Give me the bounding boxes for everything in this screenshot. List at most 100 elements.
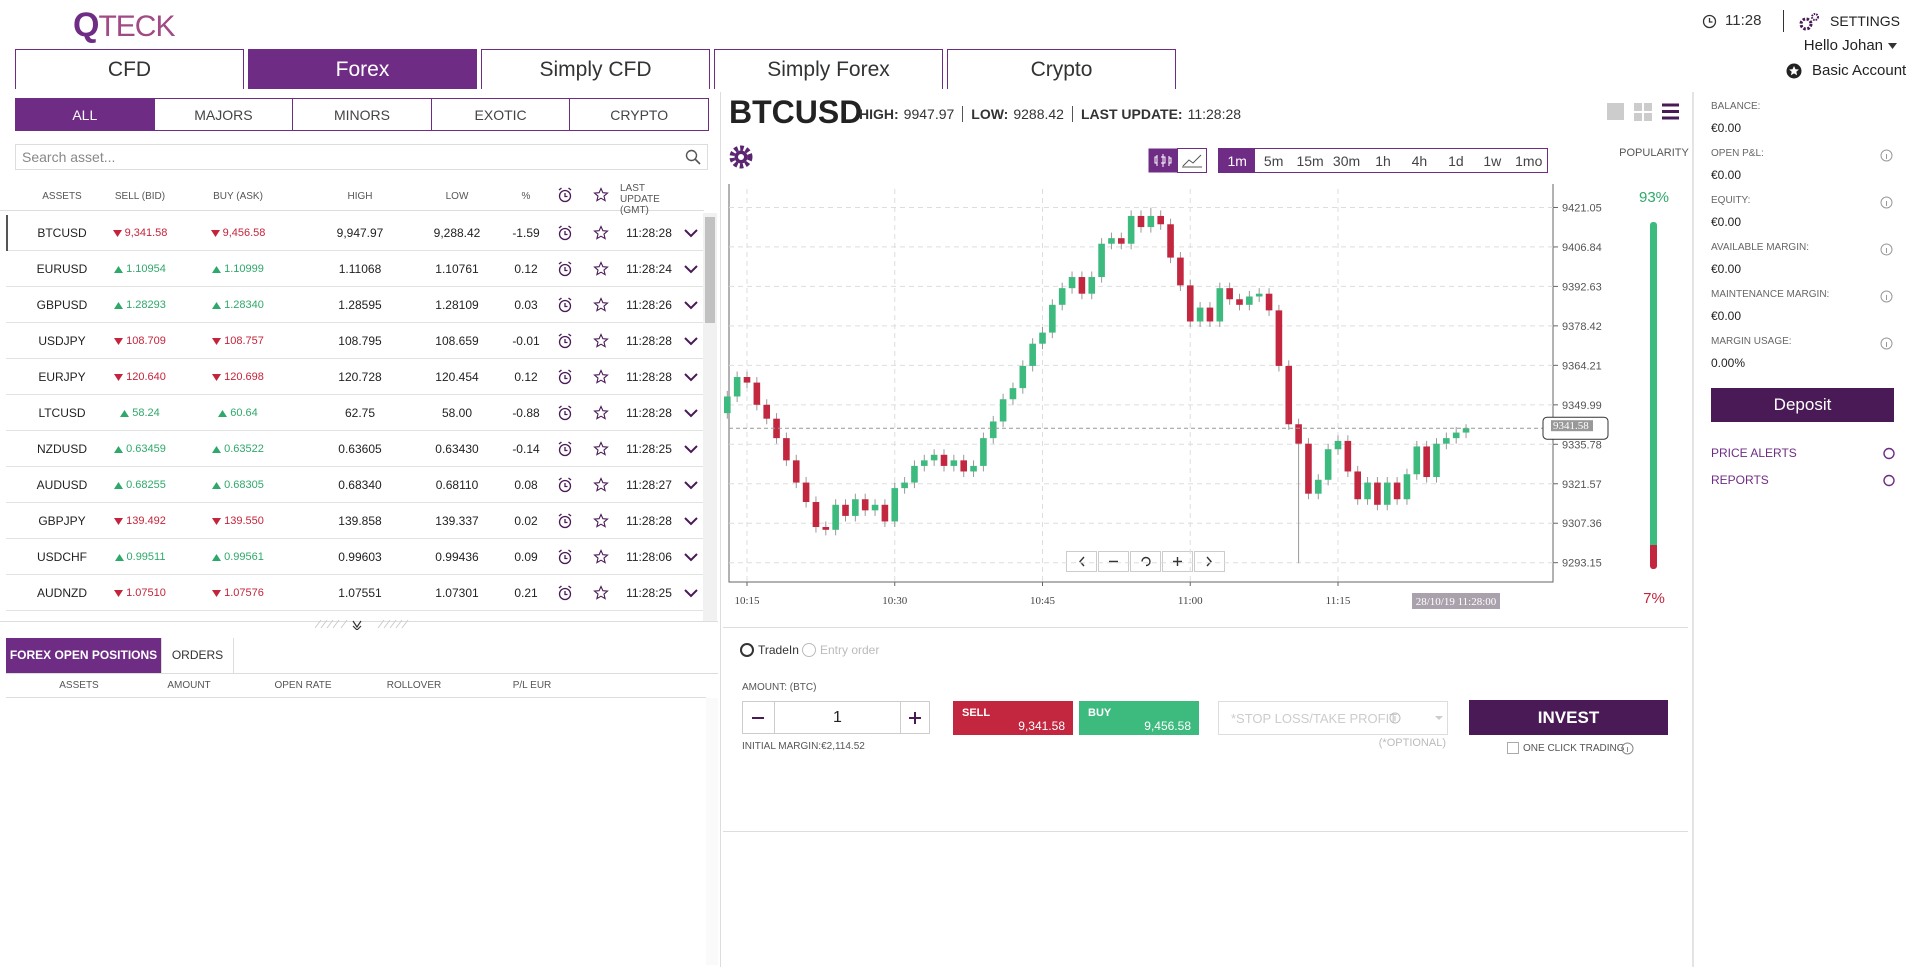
- sell-price[interactable]: 9,341.58: [1018, 719, 1065, 733]
- alarm-icon[interactable]: [557, 405, 573, 421]
- search-icon[interactable]: [685, 149, 701, 165]
- link-icon[interactable]: [1882, 446, 1896, 460]
- asset-name[interactable]: LTCUSD: [38, 406, 86, 420]
- info-icon[interactable]: [1880, 290, 1893, 303]
- positions-scrollbar[interactable]: [706, 698, 718, 965]
- info-icon[interactable]: [1880, 196, 1893, 209]
- alarm-icon[interactable]: [557, 477, 573, 493]
- star-icon[interactable]: [593, 225, 609, 241]
- increment-button[interactable]: [908, 711, 922, 725]
- asset-name[interactable]: EURUSD: [36, 262, 88, 276]
- asset-name[interactable]: AUDNZD: [37, 586, 87, 600]
- search-placeholder[interactable]: Search asset...: [22, 149, 116, 165]
- alarm-icon[interactable]: [557, 549, 573, 565]
- positions-tab[interactable]: ORDERS: [162, 638, 234, 673]
- buy-label[interactable]: BUY: [1088, 707, 1112, 719]
- filter-tab[interactable]: MINORS: [292, 98, 432, 131]
- asset-name[interactable]: GBPJPY: [38, 514, 86, 528]
- star-icon[interactable]: [593, 187, 609, 203]
- asset-name[interactable]: USDCHF: [37, 550, 87, 564]
- chart-type-toggle[interactable]: [1148, 148, 1208, 173]
- asset-name[interactable]: AUDUSD: [36, 478, 88, 492]
- account-link[interactable]: REPORTS: [1711, 473, 1769, 487]
- settings-icon[interactable]: [1798, 12, 1820, 32]
- star-icon[interactable]: [593, 549, 609, 565]
- timeframe[interactable]: 30m: [1332, 152, 1361, 169]
- timeframe[interactable]: 15m: [1296, 152, 1324, 169]
- chevron-icon[interactable]: [683, 513, 699, 529]
- market-tab[interactable]: CFD: [15, 49, 244, 89]
- info-icon[interactable]: [1880, 337, 1893, 350]
- filter-tab[interactable]: ALL: [15, 98, 155, 131]
- chevron-icon[interactable]: [683, 405, 699, 421]
- scrollbar-thumb[interactable]: [705, 217, 715, 323]
- radio-checked[interactable]: [740, 643, 754, 657]
- chart-settings-icon[interactable]: [727, 143, 755, 171]
- alarm-icon[interactable]: [557, 261, 573, 277]
- layout-switcher[interactable]: [1606, 102, 1682, 122]
- info-icon[interactable]: [1621, 742, 1634, 755]
- filter-tab[interactable]: EXOTIC: [430, 98, 571, 131]
- order-type[interactable]: TradeIn: [758, 643, 799, 657]
- invest-button[interactable]: INVEST: [1469, 700, 1668, 735]
- buy-price[interactable]: 9,456.58: [1144, 719, 1191, 733]
- sell-button[interactable]: [953, 701, 1073, 735]
- checkbox[interactable]: [1507, 742, 1519, 754]
- star-icon[interactable]: [593, 297, 609, 313]
- timeframe[interactable]: 1mo: [1515, 152, 1543, 169]
- asset-name[interactable]: BTCUSD: [37, 226, 87, 240]
- timeframe[interactable]: 1m: [1219, 149, 1256, 172]
- timeframe[interactable]: 1h: [1375, 152, 1391, 169]
- alarm-icon[interactable]: [557, 441, 573, 457]
- star-icon[interactable]: [593, 477, 609, 493]
- alarm-icon[interactable]: [557, 585, 573, 601]
- market-tab[interactable]: Simply Forex: [714, 49, 943, 89]
- one-click-label[interactable]: ONE CLICK TRADING: [1523, 743, 1625, 754]
- asset-name[interactable]: NZDUSD: [37, 442, 87, 456]
- filter-tab[interactable]: MAJORS: [153, 98, 294, 131]
- alarm-icon[interactable]: [557, 225, 573, 241]
- star-icon[interactable]: [593, 585, 609, 601]
- filter-tab[interactable]: CRYPTO: [569, 98, 709, 131]
- timeframe[interactable]: 4h: [1411, 152, 1428, 169]
- market-tab[interactable]: Forex: [248, 49, 477, 89]
- account-link[interactable]: PRICE ALERTS: [1711, 446, 1797, 460]
- user-menu[interactable]: Hello Johan: [1803, 37, 1883, 54]
- alarm-icon[interactable]: [557, 187, 573, 203]
- deposit-button[interactable]: Deposit: [1711, 388, 1894, 422]
- amount-value[interactable]: 1: [833, 709, 842, 726]
- settings-link[interactable]: SETTINGS: [1830, 13, 1901, 29]
- chart-navigation[interactable]: [1066, 551, 1228, 573]
- star-icon[interactable]: [593, 333, 609, 349]
- chevron-icon[interactable]: [683, 261, 699, 277]
- alarm-icon[interactable]: [557, 369, 573, 385]
- star-icon[interactable]: [593, 405, 609, 421]
- timeframe[interactable]: 1w: [1483, 152, 1502, 169]
- star-icon[interactable]: [593, 441, 609, 457]
- resize-handle[interactable]: [315, 618, 410, 630]
- market-tab[interactable]: Simply CFD: [481, 49, 710, 89]
- asset-name[interactable]: EURJPY: [38, 370, 86, 384]
- radio[interactable]: [802, 643, 816, 657]
- chevron-icon[interactable]: [683, 441, 699, 457]
- search-box[interactable]: [15, 144, 708, 170]
- timeframe[interactable]: 1d: [1448, 152, 1464, 169]
- link-icon[interactable]: [1882, 473, 1896, 487]
- positions-tab[interactable]: FOREX OPEN POSITIONS: [6, 638, 162, 673]
- chevron-icon[interactable]: [683, 477, 699, 493]
- amount-input[interactable]: [742, 701, 930, 734]
- chevron-icon[interactable]: [683, 333, 699, 349]
- info-icon[interactable]: [1880, 149, 1893, 162]
- chevron-icon[interactable]: [683, 297, 699, 313]
- chevron-icon[interactable]: [683, 585, 699, 601]
- star-icon[interactable]: [593, 513, 609, 529]
- market-tab[interactable]: Crypto: [947, 49, 1176, 89]
- star-icon[interactable]: [593, 369, 609, 385]
- chevron-icon[interactable]: [683, 549, 699, 565]
- star-icon[interactable]: [593, 261, 609, 277]
- buy-button[interactable]: [1079, 701, 1199, 735]
- stop-loss-select[interactable]: [1218, 701, 1448, 735]
- info-icon[interactable]: [1880, 243, 1893, 256]
- alarm-icon[interactable]: [557, 297, 573, 313]
- order-type[interactable]: Entry order: [820, 643, 880, 657]
